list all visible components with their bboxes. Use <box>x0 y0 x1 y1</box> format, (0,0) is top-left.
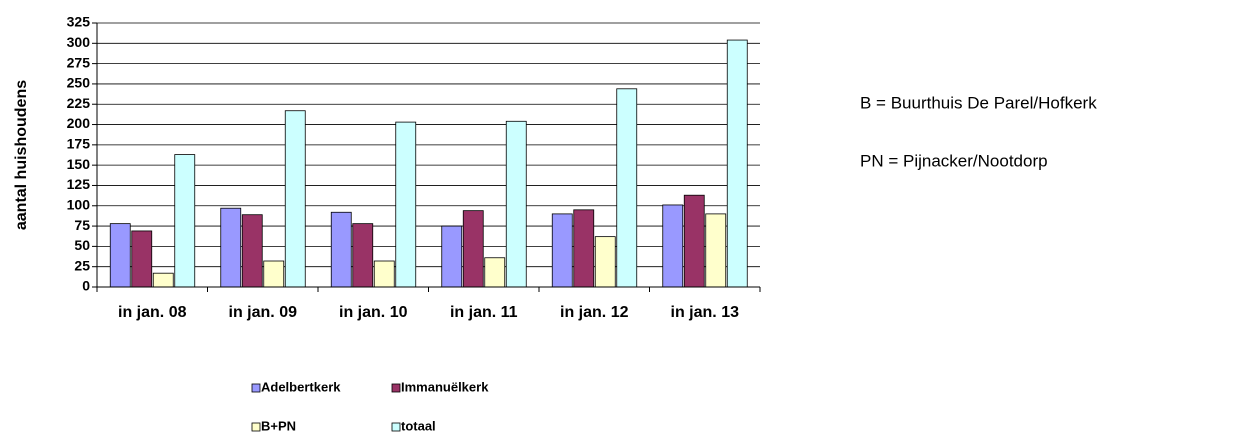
bar <box>220 207 242 288</box>
bar <box>330 211 352 288</box>
bar <box>174 154 196 288</box>
bar <box>441 225 463 288</box>
y-tick-label: 0 <box>82 278 90 294</box>
bar <box>683 194 705 288</box>
bar <box>284 110 306 288</box>
bar <box>705 213 727 288</box>
legend-label: totaal <box>401 418 436 433</box>
bar <box>241 214 263 288</box>
y-tick-label: 25 <box>74 257 90 273</box>
x-tick-label: in jan. 09 <box>229 304 298 321</box>
x-tick-label: in jan. 11 <box>450 304 518 321</box>
y-tick-label: 325 <box>67 14 91 30</box>
bar <box>594 236 616 288</box>
x-tick-label: in jan. 10 <box>339 304 408 321</box>
y-tick-label: 200 <box>67 115 91 131</box>
y-tick-label: 150 <box>67 156 91 172</box>
y-tick-label: 250 <box>67 75 91 91</box>
y-axis-label: aantal huishoudens <box>13 80 30 230</box>
bar <box>616 88 638 288</box>
legend-label: B+PN <box>261 418 296 433</box>
note: B = Buurthuis De Parel/Hofkerk <box>860 93 1097 112</box>
y-tick-label: 275 <box>67 54 91 70</box>
legend-swatch <box>391 383 401 393</box>
bar <box>505 120 527 288</box>
legend-swatch <box>251 383 261 393</box>
bar <box>109 223 131 288</box>
bar <box>395 121 417 288</box>
legend-swatch <box>251 422 261 432</box>
legend-label: Immanuëlkerk <box>401 379 489 394</box>
bar <box>152 272 174 288</box>
x-tick-label: in jan. 12 <box>560 304 629 321</box>
x-tick-label: in jan. 13 <box>671 304 740 321</box>
y-tick-label: 125 <box>67 176 91 192</box>
bar <box>462 210 484 288</box>
legend-swatch <box>391 422 401 432</box>
note: PN = Pijnacker/Nootdorp <box>860 151 1048 170</box>
y-tick-label: 75 <box>74 217 90 233</box>
y-tick-label: 225 <box>67 95 91 111</box>
legend-label: Adelbertkerk <box>261 379 341 394</box>
bar <box>551 213 573 288</box>
y-tick-label: 175 <box>67 136 91 152</box>
bar <box>484 257 506 288</box>
bar <box>662 204 684 288</box>
y-tick-label: 300 <box>67 34 91 50</box>
bar <box>373 260 395 288</box>
bar <box>263 260 285 288</box>
x-tick-label: in jan. 08 <box>118 304 187 321</box>
y-tick-label: 100 <box>67 196 91 212</box>
bar <box>573 209 595 288</box>
y-tick-label: 50 <box>74 237 90 253</box>
bar <box>726 39 748 288</box>
bar <box>352 223 374 288</box>
bar <box>131 230 153 288</box>
